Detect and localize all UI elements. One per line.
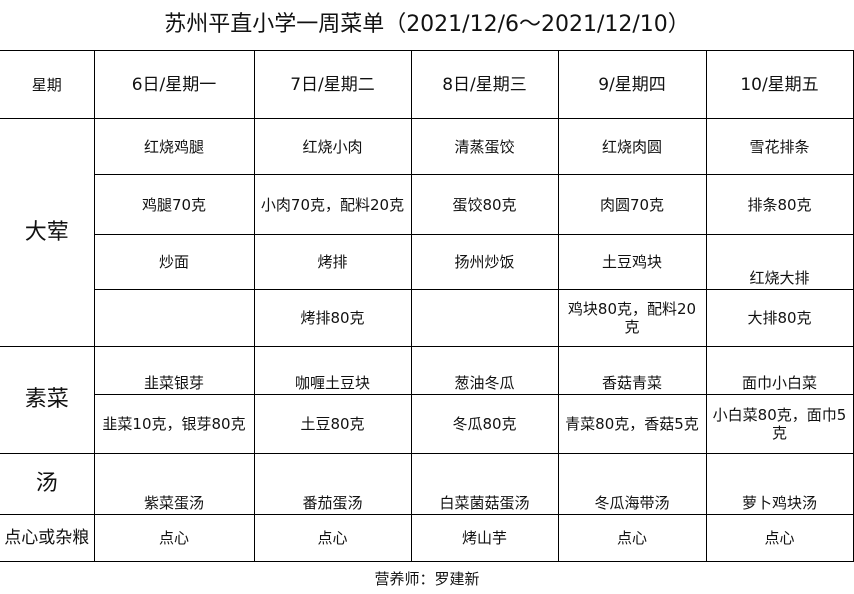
header-cell: 9/星期四 (557, 50, 707, 119)
table-row: 汤 紫菜蛋汤 番茄蛋汤 白菜菌菇蛋汤 冬瓜海带汤 萝卜鸡块汤 (0, 453, 854, 515)
header-cell: 10/星期五 (705, 50, 854, 119)
cell: 冬瓜80克 (410, 394, 559, 454)
cell: 小白菜80克，面巾5克 (705, 394, 854, 454)
cell: 红烧鸡腿 (93, 118, 255, 175)
menu-table: 星期 6日/星期一 7日/星期二 8日/星期三 9/星期四 10/星期五 大荤 … (0, 50, 854, 562)
cell: 大排80克 (705, 289, 854, 347)
cell: 韭菜银芽 (93, 346, 255, 395)
cell: 扬州炒饭 (410, 234, 559, 290)
cell: 土豆鸡块 (557, 234, 707, 290)
cell: 蛋饺80克 (410, 174, 559, 235)
cell: 番茄蛋汤 (253, 453, 412, 515)
cell: 鸡腿70克 (94, 174, 255, 235)
section-label-meat: 大荤 (0, 118, 95, 347)
cell: 点心 (93, 514, 255, 562)
cell: 面巾小白菜 (705, 346, 854, 395)
cell: 葱油冬瓜 (410, 346, 559, 395)
section-label-veg: 素菜 (0, 346, 95, 454)
cell: 萝卜鸡块汤 (705, 453, 854, 515)
cell: 白菜菌菇蛋汤 (410, 453, 559, 515)
cell: 肉圆70克 (557, 174, 707, 235)
cell: 烤山芋 (410, 514, 559, 562)
cell: 红烧小肉 (253, 118, 412, 175)
cell: 清蒸蛋饺 (410, 118, 559, 175)
cell: 点心 (705, 514, 854, 562)
cell: 烤排 (253, 234, 412, 290)
table-row: 点心或杂粮 点心 点心 烤山芋 点心 点心 (0, 514, 854, 562)
table-row: 韭菜10克，银芽80克 土豆80克 冬瓜80克 青菜80克，香菇5克 小白菜80… (0, 394, 854, 454)
cell (94, 289, 255, 347)
cell: 点心 (253, 514, 412, 562)
header-cell: 7日/星期二 (253, 50, 412, 119)
header-cell: 星期 (0, 50, 95, 119)
cell: 红烧大排 (705, 234, 854, 290)
table-row: 烤排80克 鸡块80克，配料20克 大排80克 (0, 289, 854, 347)
cell: 香菇青菜 (557, 346, 707, 395)
section-label-snack: 点心或杂粮 (0, 514, 95, 562)
cell: 小肉70克，配料20克 (253, 174, 412, 235)
cell: 韭菜10克，银芽80克 (94, 394, 255, 454)
cell: 咖喱土豆块 (253, 346, 412, 395)
table-row: 大荤 红烧鸡腿 红烧小肉 清蒸蛋饺 红烧肉圆 雪花排条 (0, 118, 854, 347)
cell: 红烧肉圆 (557, 118, 707, 175)
cell: 排条80克 (705, 174, 854, 235)
header-cell: 8日/星期三 (410, 50, 559, 119)
cell: 点心 (557, 514, 707, 562)
cell: 雪花排条 (705, 118, 854, 175)
page-title: 苏州平直小学一周菜单（2021/12/6～2021/12/10） (164, 12, 690, 37)
table-row: 鸡腿70克 小肉70克，配料20克 蛋饺80克 肉圆70克 排条80克 (0, 174, 854, 235)
section-label-soup: 汤 (0, 453, 95, 515)
cell (410, 289, 559, 347)
cell: 炒面 (94, 234, 255, 290)
cell: 烤排80克 (253, 289, 412, 347)
cell: 紫菜蛋汤 (93, 453, 255, 515)
table-row: 素菜 韭菜银芽 咖喱土豆块 葱油冬瓜 香菇青菜 面巾小白菜 (0, 346, 854, 454)
cell: 冬瓜海带汤 (557, 453, 707, 515)
cell: 青菜80克，香菇5克 (557, 394, 707, 454)
cell: 鸡块80克，配料20克 (557, 289, 707, 347)
cell: 土豆80克 (253, 394, 412, 454)
header-cell: 6日/星期一 (93, 50, 255, 119)
nutritionist-note: 营养师：罗建新 (374, 570, 480, 588)
header-row: 星期 6日/星期一 7日/星期二 8日/星期三 9/星期四 10/星期五 (0, 50, 854, 119)
table-row: 炒面 烤排 扬州炒饭 土豆鸡块 红烧大排 (0, 234, 854, 290)
